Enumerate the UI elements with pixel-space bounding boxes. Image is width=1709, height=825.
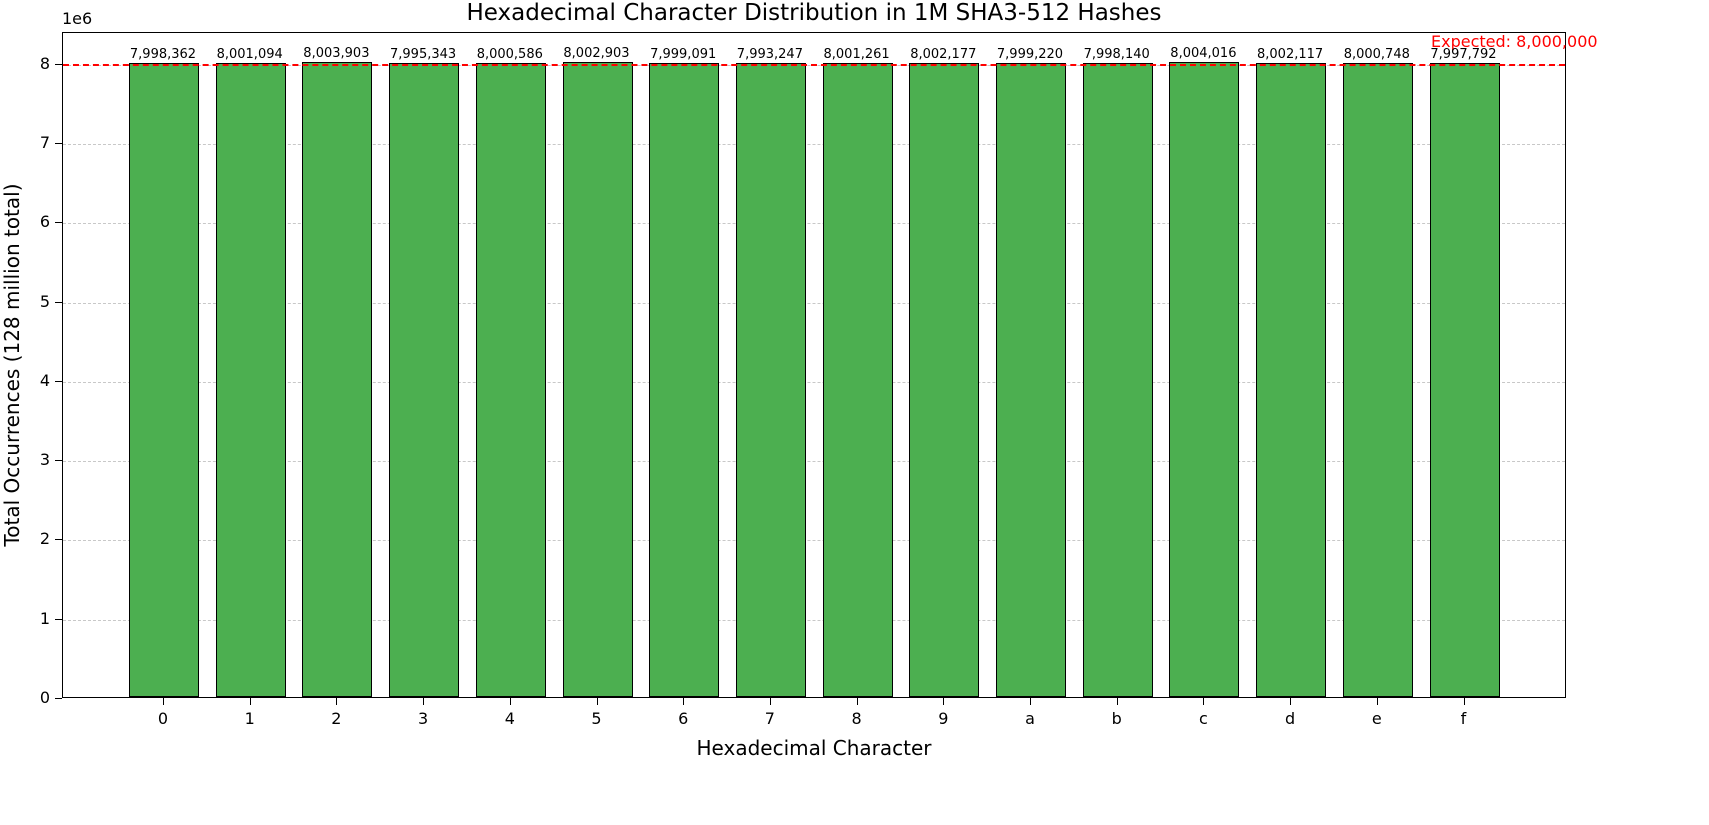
bar-f bbox=[1429, 62, 1500, 697]
bar-3 bbox=[389, 63, 460, 697]
x-tick-mark bbox=[1116, 698, 1118, 705]
grid-line bbox=[63, 144, 1565, 145]
y-axis-label: Total Occurrences (128 million total) bbox=[0, 183, 24, 547]
bar-value-label: 7,995,343 bbox=[390, 47, 457, 63]
bar-6 bbox=[649, 62, 720, 697]
x-tick-label: d bbox=[1285, 709, 1296, 728]
x-tick-label: 0 bbox=[157, 709, 169, 728]
bar-value-label: 7,999,220 bbox=[996, 46, 1064, 62]
x-tick-mark bbox=[249, 698, 251, 705]
x-tick-mark bbox=[509, 698, 511, 705]
x-tick-label: 7 bbox=[764, 709, 775, 728]
bar-a bbox=[996, 62, 1066, 697]
y-tick-mark bbox=[55, 63, 62, 65]
expected-reference-line bbox=[63, 63, 1565, 66]
y-tick-mark bbox=[55, 380, 62, 382]
bar-e bbox=[1342, 62, 1413, 697]
x-tick-mark bbox=[336, 698, 338, 705]
x-tick-label: 8 bbox=[851, 709, 862, 728]
x-tick-mark bbox=[163, 698, 164, 705]
bar-value-label: 7,997,792 bbox=[1430, 46, 1497, 62]
y-tick-label: 7 bbox=[39, 133, 50, 152]
x-tick-mark bbox=[856, 698, 858, 705]
grid-line bbox=[63, 540, 1565, 542]
x-tick-label: 5 bbox=[591, 709, 602, 728]
y-tick-mark bbox=[55, 460, 62, 462]
y-tick-label: 1 bbox=[39, 608, 50, 628]
x-axis-label: Hexadecimal Character bbox=[696, 736, 932, 760]
bar-2 bbox=[302, 62, 373, 697]
x-tick-mark bbox=[423, 698, 425, 705]
y-tick-mark bbox=[55, 143, 62, 144]
grid-line bbox=[63, 223, 1565, 225]
x-tick-label: e bbox=[1371, 709, 1382, 728]
bar-c bbox=[1169, 62, 1240, 697]
x-tick-label: 2 bbox=[331, 709, 342, 728]
x-tick-label: 4 bbox=[504, 709, 515, 728]
y-tick-mark bbox=[55, 222, 62, 224]
x-tick-mark bbox=[1290, 698, 1292, 705]
x-tick-mark bbox=[943, 698, 945, 705]
x-tick-label: 6 bbox=[678, 709, 689, 728]
y-tick-label: 8 bbox=[39, 53, 50, 73]
bar-value-label: 8,002,177 bbox=[910, 46, 977, 62]
bar-value-label: 8,002,117 bbox=[1257, 46, 1324, 62]
bar-9 bbox=[909, 62, 980, 697]
grid-line bbox=[63, 302, 1565, 304]
x-tick-label: 9 bbox=[938, 709, 949, 728]
x-tick-label: c bbox=[1198, 709, 1208, 728]
bar-5 bbox=[562, 62, 633, 697]
grid-line bbox=[63, 461, 1565, 463]
bar-value-label: 8,001,261 bbox=[823, 46, 890, 62]
y-tick-mark bbox=[55, 618, 62, 620]
x-tick-mark bbox=[769, 698, 771, 705]
bar-7 bbox=[735, 63, 806, 697]
bar-b bbox=[1082, 62, 1153, 697]
bar-4 bbox=[475, 62, 546, 697]
bar-8 bbox=[822, 62, 893, 697]
bar-value-label: 8,003,903 bbox=[303, 46, 370, 62]
grid-line bbox=[63, 381, 1565, 383]
grid-line bbox=[63, 619, 1565, 621]
bar-d bbox=[1256, 62, 1327, 697]
y-tick-label: 0 bbox=[39, 688, 50, 707]
y-tick-mark bbox=[55, 539, 62, 541]
bar-value-label: 8,001,094 bbox=[216, 46, 283, 62]
bar-value-label: 7,999,091 bbox=[650, 46, 717, 62]
x-tick-mark bbox=[596, 698, 598, 705]
x-tick-label: b bbox=[1111, 709, 1122, 728]
y-tick-label: 6 bbox=[39, 212, 50, 232]
bar-value-label: 8,000,748 bbox=[1343, 46, 1410, 62]
x-tick-label: 1 bbox=[244, 709, 255, 728]
y-axis-offset-label: 1e6 bbox=[62, 9, 93, 28]
bar-value-label: 7,998,140 bbox=[1083, 46, 1150, 62]
x-tick-mark bbox=[1463, 698, 1465, 705]
y-tick-label: 2 bbox=[39, 529, 50, 549]
y-tick-label: 4 bbox=[39, 370, 50, 390]
bar-value-label: 8,002,903 bbox=[563, 46, 630, 62]
y-tick-mark bbox=[55, 301, 62, 303]
x-tick-mark bbox=[683, 698, 685, 705]
bar-0 bbox=[129, 62, 199, 697]
y-tick-label: 5 bbox=[39, 291, 50, 311]
x-tick-mark bbox=[1203, 698, 1205, 705]
bar-1 bbox=[215, 62, 286, 697]
y-tick-label: 3 bbox=[39, 450, 50, 470]
x-tick-label: f bbox=[1460, 709, 1467, 728]
bar-value-label: 7,993,247 bbox=[736, 47, 803, 63]
bar-value-label: 8,000,586 bbox=[476, 46, 543, 62]
plot-area bbox=[62, 32, 1566, 698]
x-tick-mark bbox=[1376, 698, 1378, 705]
bar-value-label: 8,004,016 bbox=[1170, 46, 1237, 62]
y-tick-mark bbox=[55, 698, 62, 699]
bar-value-label: 7,998,362 bbox=[129, 46, 197, 62]
expected-reference-label: Expected: 8,000,000 bbox=[1431, 31, 1598, 51]
x-tick-mark bbox=[1030, 698, 1031, 705]
x-tick-label: a bbox=[1025, 709, 1035, 728]
x-tick-label: 3 bbox=[418, 709, 429, 728]
chart-title: Hexadecimal Character Distribution in 1M… bbox=[466, 0, 1162, 26]
